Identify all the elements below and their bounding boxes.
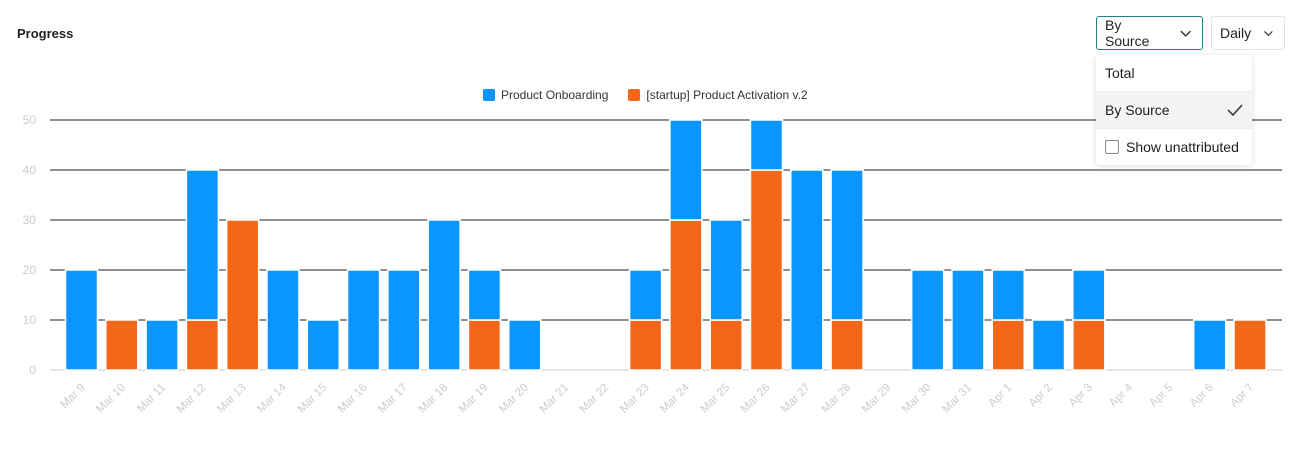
- bar-segment: [628, 319, 663, 371]
- x-tick-label: Mar 17: [376, 382, 410, 416]
- x-tick-label: Mar 23: [618, 382, 652, 416]
- chevron-down-icon: [1264, 31, 1273, 37]
- breakdown-menu: Total By Source Show unattributed: [1096, 55, 1252, 165]
- breakdown-dropdown[interactable]: By Source: [1096, 16, 1203, 50]
- x-tick-label: Apr 6: [1188, 382, 1216, 410]
- menu-item-total[interactable]: Total: [1105, 65, 1135, 81]
- interval-value: Daily: [1220, 25, 1252, 41]
- bar-segment: [145, 319, 179, 371]
- interval-dropdown[interactable]: Daily: [1211, 16, 1285, 50]
- x-tick-label: Mar 9: [58, 382, 87, 411]
- x-tick-label: Mar 19: [457, 382, 491, 416]
- bar-segment: [1072, 269, 1106, 321]
- bar-segment: [951, 269, 985, 371]
- bar-segment: [1072, 319, 1106, 371]
- x-tick-label: Apr 3: [1067, 382, 1095, 410]
- x-tick-label: Mar 10: [94, 382, 128, 416]
- bar-segment: [185, 319, 220, 371]
- bar-segment: [749, 169, 784, 371]
- y-tick-label: 10: [23, 313, 37, 327]
- show-unattributed-checkbox[interactable]: Show unattributed: [1096, 129, 1252, 165]
- y-tick-label: 0: [29, 363, 36, 377]
- bar-segment: [991, 269, 1025, 321]
- bar-segment: [830, 169, 864, 321]
- menu-item-by-source[interactable]: By Source: [1096, 91, 1252, 129]
- bar-segment: [1031, 319, 1066, 371]
- x-tick-label: Mar 28: [819, 382, 853, 416]
- x-tick-label: Mar 24: [658, 381, 692, 415]
- bar-segment: [225, 219, 260, 371]
- bar-segment: [1233, 319, 1267, 371]
- x-tick-label: Mar 18: [416, 382, 450, 416]
- x-tick-label: Mar 30: [900, 382, 934, 416]
- bar-segment: [709, 319, 743, 371]
- bar-segment: [507, 319, 542, 371]
- chevron-down-icon: [1180, 30, 1191, 37]
- page-title: Progress: [17, 26, 74, 41]
- checkbox-label: Show unattributed: [1126, 139, 1239, 155]
- bar-segment: [749, 119, 784, 171]
- bar-segment: [266, 269, 300, 371]
- bar-segment: [346, 269, 381, 371]
- bar-segment: [991, 319, 1025, 371]
- bar-segment: [669, 219, 703, 371]
- x-tick-label: Mar 20: [497, 382, 531, 416]
- x-tick-label: Apr 5: [1148, 382, 1176, 410]
- x-tick-label: Mar 26: [739, 382, 773, 416]
- bar-segment: [830, 319, 864, 371]
- x-tick-label: Apr 4: [1107, 381, 1135, 409]
- chart-legend: Product Onboarding [startup] Product Act…: [483, 88, 808, 102]
- x-tick-label: Mar 12: [175, 382, 209, 416]
- bar-segment: [1192, 319, 1227, 371]
- x-tick-label: Mar 22: [578, 382, 612, 416]
- x-tick-label: Mar 15: [296, 382, 330, 416]
- bar-segment: [306, 319, 341, 371]
- legend-item-onboarding[interactable]: Product Onboarding: [483, 88, 608, 102]
- x-tick-label: Mar 21: [537, 382, 571, 416]
- x-tick-label: Mar 25: [699, 382, 733, 416]
- checkmark-icon: [1227, 104, 1243, 117]
- bar-segment: [64, 269, 99, 371]
- x-tick-label: Mar 27: [779, 382, 813, 416]
- checkbox-icon: [1105, 140, 1119, 154]
- x-tick-label: Mar 31: [940, 382, 974, 416]
- bar-segment: [467, 269, 502, 321]
- x-tick-label: Apr 7: [1228, 382, 1256, 410]
- bar-segment: [628, 269, 663, 321]
- bar-segment: [467, 319, 502, 371]
- bar-segment: [185, 169, 220, 321]
- y-tick-label: 20: [23, 263, 37, 277]
- bar-segment: [387, 269, 421, 371]
- bar-segment: [105, 319, 139, 371]
- x-tick-label: Mar 11: [135, 382, 168, 415]
- x-tick-label: Mar 16: [336, 382, 370, 416]
- x-tick-label: Mar 13: [215, 382, 249, 416]
- breakdown-value: By Source: [1105, 17, 1150, 49]
- bar-segment: [427, 219, 461, 371]
- x-tick-label: Mar 29: [860, 382, 894, 416]
- bar-segment: [790, 169, 824, 371]
- y-tick-label: 40: [23, 163, 37, 177]
- bar-segment: [910, 269, 945, 371]
- y-tick-label: 30: [23, 213, 37, 227]
- legend-item-activation[interactable]: [startup] Product Activation v.2: [628, 88, 808, 102]
- bar-segment: [709, 219, 743, 321]
- x-tick-label: Apr 2: [1027, 382, 1055, 410]
- bar-segment: [669, 119, 703, 221]
- x-tick-label: Apr 1: [986, 382, 1014, 410]
- y-tick-label: 50: [23, 113, 37, 127]
- x-tick-label: Mar 14: [255, 381, 289, 415]
